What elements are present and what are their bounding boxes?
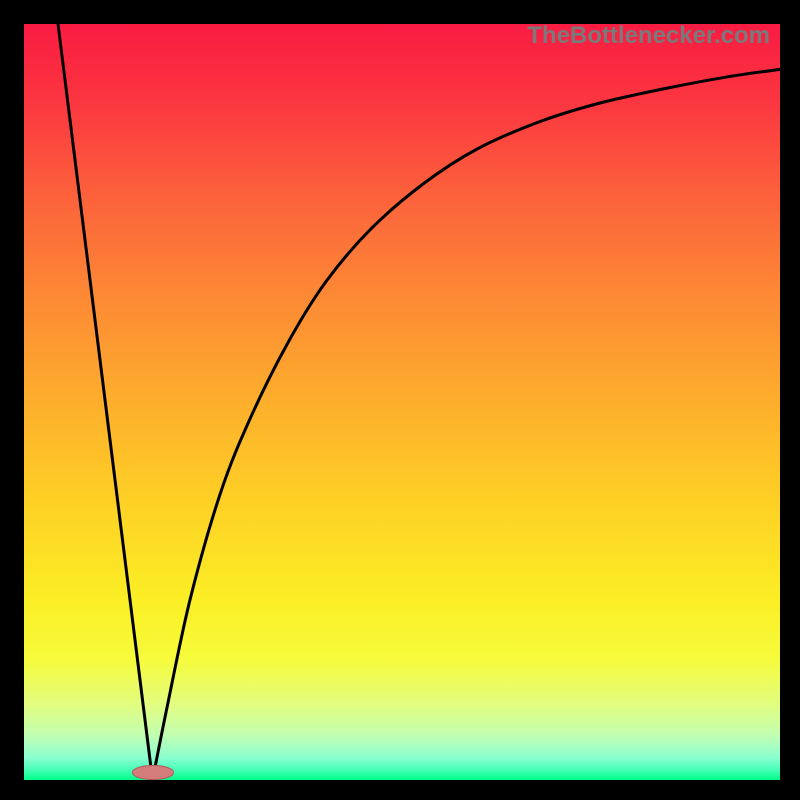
optimal-marker-shape [131,765,173,780]
bottleneck-curve [58,24,780,780]
optimal-marker [131,765,173,785]
chart-container: TheBottlenecker.com [0,0,800,800]
watermark-label: TheBottlenecker.com [527,22,770,49]
watermark-text: TheBottlenecker.com [527,22,770,50]
curve-layer [24,24,780,780]
plot-area: TheBottlenecker.com [24,24,780,780]
